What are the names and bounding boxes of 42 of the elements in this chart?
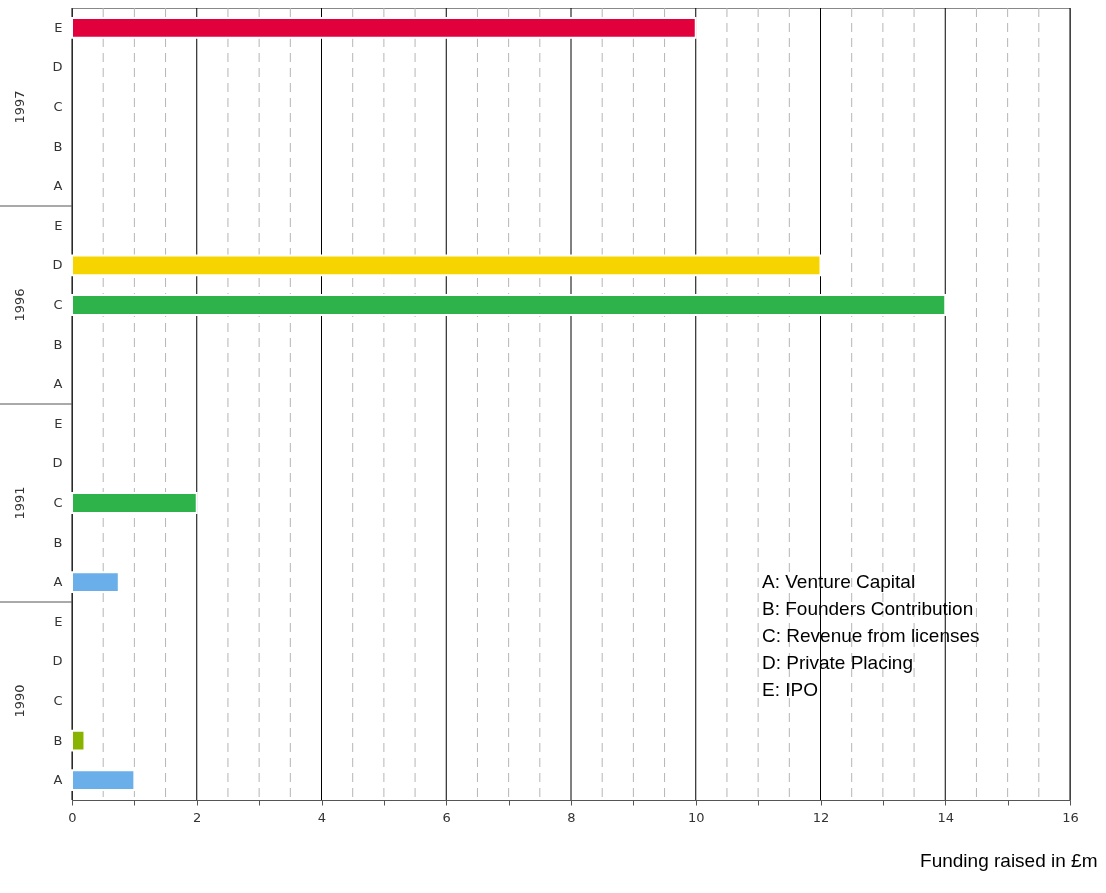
text: 1991: [12, 486, 27, 520]
text: 1996: [12, 288, 27, 322]
y-tick-label: D: [52, 257, 63, 273]
x-tick-label: 2: [193, 809, 202, 825]
bar: [71, 492, 198, 514]
bar: [71, 254, 822, 277]
y-tick-label: C: [53, 99, 63, 114]
bar: [71, 729, 86, 752]
x-tick-label: 14: [937, 809, 955, 825]
y-tick-label: B: [53, 534, 63, 550]
y-tick-label: C: [53, 693, 63, 708]
x-tick-label: 12: [812, 809, 830, 825]
y-tick-label: B: [53, 732, 63, 748]
y-tick-label: C: [53, 297, 63, 312]
bar: [71, 16, 697, 39]
x-axis-title: Funding raised in £m: [920, 849, 1098, 871]
x-tick-label: 16: [1062, 809, 1079, 825]
x-tick-label: 10: [687, 809, 705, 825]
y-tick-label: E: [54, 217, 63, 233]
y-tick-label: D: [52, 455, 63, 471]
y-tick-label: E: [54, 415, 63, 431]
y-tick-label: B: [53, 336, 63, 352]
annotation: E: IPO: [762, 679, 818, 700]
bar: [71, 571, 120, 594]
y-tick-label: A: [53, 376, 63, 392]
y-tick-label: A: [53, 574, 63, 590]
x-tick-label: 0: [68, 809, 77, 825]
bar: [71, 769, 136, 792]
text: 1990: [12, 684, 27, 718]
y-tick-label: E: [54, 613, 63, 629]
text: 1997: [12, 90, 27, 124]
bar: [71, 294, 947, 316]
x-tick-label: 4: [317, 809, 327, 825]
y-tick-label: E: [54, 19, 63, 35]
x-tick-label: 8: [567, 809, 576, 825]
y-tick-label: A: [53, 178, 63, 194]
y-tick-label: A: [53, 772, 63, 788]
y-tick-label: C: [53, 495, 63, 510]
y-tick-label: B: [53, 138, 63, 154]
y-tick-label: D: [52, 59, 63, 75]
x-tick-label: 6: [442, 809, 451, 825]
y-tick-label: D: [52, 653, 63, 669]
